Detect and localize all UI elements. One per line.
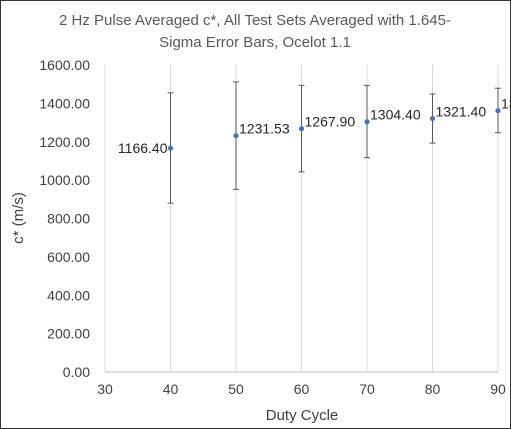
- data-point-1: [233, 133, 239, 139]
- x-tick-label-0: 30: [97, 381, 113, 397]
- data-point-0: [167, 145, 174, 151]
- x-tick-label-1: 40: [163, 381, 179, 397]
- x-tick-labels: 30 40 50 60 70 80 90: [97, 381, 506, 397]
- y-tick-label-3: 600.00: [47, 249, 90, 265]
- chart-title-line-2: Sigma Error Bars, Ocelot 1.1: [159, 34, 351, 51]
- error-bars: [167, 81, 501, 204]
- x-tick-label-3: 60: [294, 381, 310, 397]
- data-point-2: [298, 126, 305, 132]
- y-tick-labels: 0.00 200.00 400.00 600.00 800.00 1000.00 1200.…: [39, 57, 90, 380]
- data-point-4: [429, 115, 436, 122]
- y-axis-label: c* (m/s): [10, 192, 27, 244]
- y-tick-label-8: 1600.00: [39, 57, 90, 73]
- x-axis-label: Duty Cycle: [266, 407, 339, 424]
- data-label-5: 1362.08: [501, 96, 510, 112]
- data-points: [167, 108, 501, 151]
- y-tick-label-6: 1200.00: [39, 134, 90, 150]
- y-tick-label-2: 400.00: [47, 287, 90, 303]
- data-label-2: 1267.90: [305, 114, 356, 130]
- data-point-3: [364, 119, 370, 125]
- data-point-5: [495, 108, 501, 114]
- chart-title-line-1: 2 Hz Pulse Averaged c*, All Test Sets Av…: [59, 12, 451, 29]
- x-tick-label-6: 90: [490, 381, 506, 397]
- x-tick-label-2: 50: [228, 381, 244, 397]
- y-tick-label-0: 0.00: [63, 364, 90, 380]
- y-tick-label-5: 1000.00: [39, 172, 90, 188]
- y-tick-label-4: 800.00: [47, 211, 90, 227]
- data-label-0: 1166.40: [118, 140, 168, 156]
- y-tick-label-1: 200.00: [47, 326, 90, 342]
- data-labels: 1166.40 1231.53 1267.90 1304.40 1321.40 1362.…: [118, 96, 510, 157]
- x-tick-label-4: 70: [359, 381, 375, 397]
- x-tick-label-5: 80: [425, 381, 441, 397]
- data-label-1: 1231.53: [239, 121, 290, 137]
- data-label-4: 1321.40: [436, 103, 487, 119]
- y-tick-label-7: 1400.00: [39, 95, 90, 111]
- data-label-3: 1304.40: [370, 107, 421, 123]
